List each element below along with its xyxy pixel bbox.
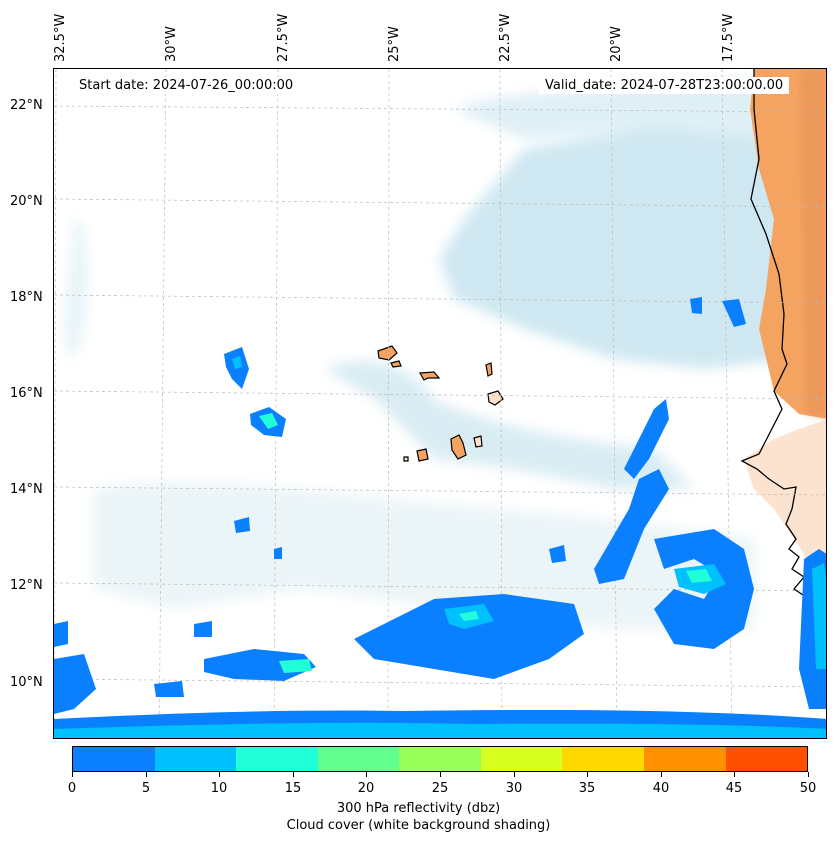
cloud-region-northeast (454, 79, 794, 139)
colorbar-segment (236, 747, 318, 771)
colorbar-tick-label: 15 (284, 781, 302, 796)
reflectivity-cell-small-1 (274, 547, 282, 559)
cloud-region-south-haze (94, 482, 754, 629)
cloud-cover-layer (64, 79, 814, 629)
colorbar-caption-cloud: Cloud cover (white background shading) (286, 818, 551, 833)
lon-label-25w: 25°W (387, 26, 402, 62)
land-west-africa-south (744, 419, 826, 587)
reflectivity-band-south-inner (54, 722, 826, 738)
island-sal (485, 362, 493, 377)
island-sao-nicolau (419, 371, 441, 381)
colorbar-segment (725, 747, 808, 771)
colorbar-tick-label: 0 (67, 781, 77, 796)
reflectivity-cell-sw-core (279, 659, 312, 673)
reflectivity-layer (54, 297, 826, 738)
colorbar-tick-label: 20 (357, 781, 375, 796)
colorbar-tick-label: 35 (578, 781, 596, 796)
colorbar-tick (440, 772, 441, 777)
lat-label-12n: 12°N (10, 578, 43, 593)
reflectivity-cell-small-3 (154, 681, 184, 697)
reflectivity-cell-small-2 (549, 545, 566, 563)
island-santiago (450, 434, 467, 460)
land-layer (744, 69, 826, 587)
colorbar-tick (808, 772, 809, 777)
map-canvas (54, 69, 826, 738)
reflectivity-cell-west-lower (54, 654, 96, 714)
colorbar-tick (661, 772, 662, 777)
colorbar-tick (72, 772, 73, 777)
island-fogo (416, 448, 429, 462)
colorbar-tick (734, 772, 735, 777)
cloud-region-mid (324, 360, 694, 489)
cape-verde-islands (377, 345, 504, 462)
reflectivity-streak-east-2 (624, 399, 669, 479)
reflectivity-cell-w2-core (259, 413, 278, 429)
lon-label-22-5w: 22.5°W (498, 13, 513, 62)
colorbar-tick (366, 772, 367, 777)
colorbar-tick-label: 25 (431, 781, 449, 796)
colorbar-segment (643, 747, 726, 771)
reflectivity-cell-sw (204, 649, 316, 681)
colorbar-tick-label: 40 (652, 781, 670, 796)
colorbar-tick (293, 772, 294, 777)
island-brava (403, 456, 409, 462)
lat-label-10n: 10°N (10, 675, 43, 690)
lon-label-17-5w: 17.5°W (721, 13, 736, 62)
lat-label-18n: 18°N (10, 290, 43, 305)
cloud-region-west (64, 217, 89, 358)
colorbar-tick-label: 45 (725, 781, 743, 796)
colorbar-tick-label: 5 (141, 781, 151, 796)
reflectivity-cell-w1-core (232, 356, 242, 369)
reflectivity-cell-west-edge (54, 621, 68, 647)
map-panel[interactable] (53, 68, 827, 739)
lon-label-20w: 20°W (609, 26, 624, 62)
lon-label-27-5w: 27.5°W (276, 13, 291, 62)
land-gradient-edge (799, 69, 826, 419)
reflectivity-cell-center-south (354, 594, 584, 679)
colorbar-tick (219, 772, 220, 777)
island-maio (473, 435, 483, 448)
lat-label-20n: 20°N (10, 194, 43, 209)
island-santo-antao (377, 345, 398, 361)
colorbar-segment (317, 747, 400, 771)
colorbar-tick (587, 772, 588, 777)
colorbar-tick-label: 10 (210, 781, 228, 796)
island-boa-vista (487, 390, 504, 406)
colorbar-segment (562, 747, 644, 771)
reflectivity-cell-north-west (690, 297, 702, 314)
colorbar-tick (146, 772, 147, 777)
reflectivity-cell-coast-core (812, 563, 826, 669)
start-date-label: Start date: 2024-07-26_00:00:00 (73, 77, 300, 94)
coastline-layer (740, 69, 825, 645)
colorbar-caption-reflectivity: 300 hPa reflectivity (dbz) (336, 801, 501, 816)
reflectivity-cell-east-inner (686, 569, 712, 583)
reflectivity-colorbar (72, 746, 808, 772)
colorbar-segment (480, 747, 563, 771)
lon-label-32-5w: 32.5°W (53, 13, 68, 62)
reflectivity-cell-small-4 (194, 621, 212, 637)
reflectivity-cell-north-east (722, 299, 746, 327)
reflectivity-cell-mid-south (234, 517, 250, 533)
colorbar-tick-label: 50 (799, 781, 817, 796)
colorbar-segment (399, 747, 481, 771)
lat-label-22n: 22°N (10, 98, 43, 113)
coastline-west-africa (740, 69, 825, 645)
island-sao-vicente (390, 360, 402, 368)
colorbar-tick-label: 30 (505, 781, 523, 796)
reflectivity-cell-east (654, 529, 754, 649)
colorbar-segment (154, 747, 237, 771)
cloud-region-north (439, 109, 814, 369)
lon-label-30w: 30°W (164, 26, 179, 62)
colorbar-segment (73, 747, 155, 771)
valid-date-label: Valid_date: 2024-07-28T23:00:00.00 (539, 77, 790, 94)
lat-label-14n: 14°N (10, 482, 43, 497)
reflectivity-cell-center-inner (459, 611, 479, 621)
reflectivity-streak-east (594, 469, 669, 584)
lat-label-16n: 16°N (10, 386, 43, 401)
colorbar-tick (514, 772, 515, 777)
